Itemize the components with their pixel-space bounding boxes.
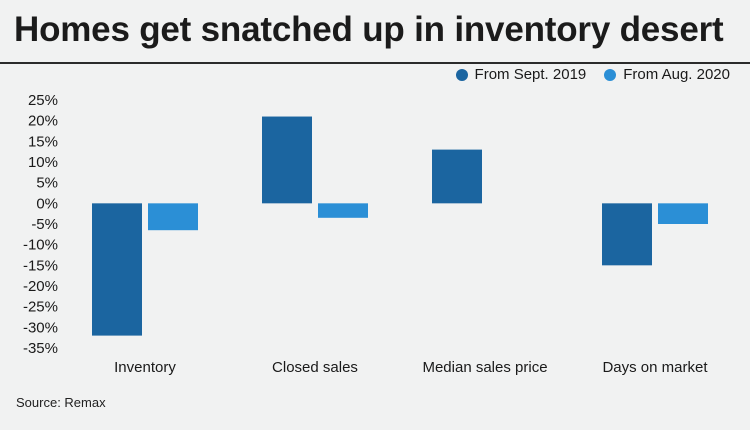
bar-sept-2019-closed-sales <box>262 116 312 204</box>
bar-sept-2019-inventory <box>92 203 142 336</box>
legend: From Sept. 2019 From Aug. 2020 <box>455 66 730 83</box>
y-tick-label: -30% <box>23 319 58 336</box>
x-category-label: Inventory <box>114 359 176 376</box>
y-tick-label: -15% <box>23 257 58 274</box>
y-tick-label: 20% <box>28 113 58 130</box>
y-tick-label: 5% <box>36 175 58 192</box>
y-tick-label: -35% <box>23 340 58 357</box>
legend-label-aug-2020: From Aug. 2020 <box>623 66 730 83</box>
legend-item-sept-2019: From Sept. 2019 <box>455 66 587 83</box>
x-category-label: Median sales price <box>422 359 547 376</box>
bar-sept-2019-median-sales-price <box>432 149 482 204</box>
chart-title: Homes get snatched up in inventory deser… <box>14 10 724 49</box>
bar-aug-2020-closed-sales <box>318 203 368 218</box>
y-tick-label: -5% <box>31 216 58 233</box>
legend-marker-sept-2019 <box>455 68 468 81</box>
y-tick-label: 0% <box>36 195 58 212</box>
y-tick-label: 25% <box>28 92 58 109</box>
y-tick-label: -25% <box>23 299 58 316</box>
bar-sept-2019-days-on-market <box>602 203 652 266</box>
y-tick-label: 15% <box>28 133 58 150</box>
legend-item-aug-2020: From Aug. 2020 <box>604 66 730 83</box>
y-tick-label: -10% <box>23 237 58 254</box>
y-tick-label: 10% <box>28 154 58 171</box>
x-category-label: Days on market <box>602 359 708 376</box>
y-tick-label: -20% <box>23 278 58 295</box>
source-note: Source: Remax <box>16 395 106 410</box>
bar-aug-2020-inventory <box>148 203 198 231</box>
title-divider <box>0 62 750 64</box>
legend-label-sept-2019: From Sept. 2019 <box>474 66 587 83</box>
legend-marker-aug-2020 <box>604 68 617 81</box>
bar-aug-2020-days-on-market <box>658 203 708 224</box>
x-category-label: Closed sales <box>272 359 358 376</box>
